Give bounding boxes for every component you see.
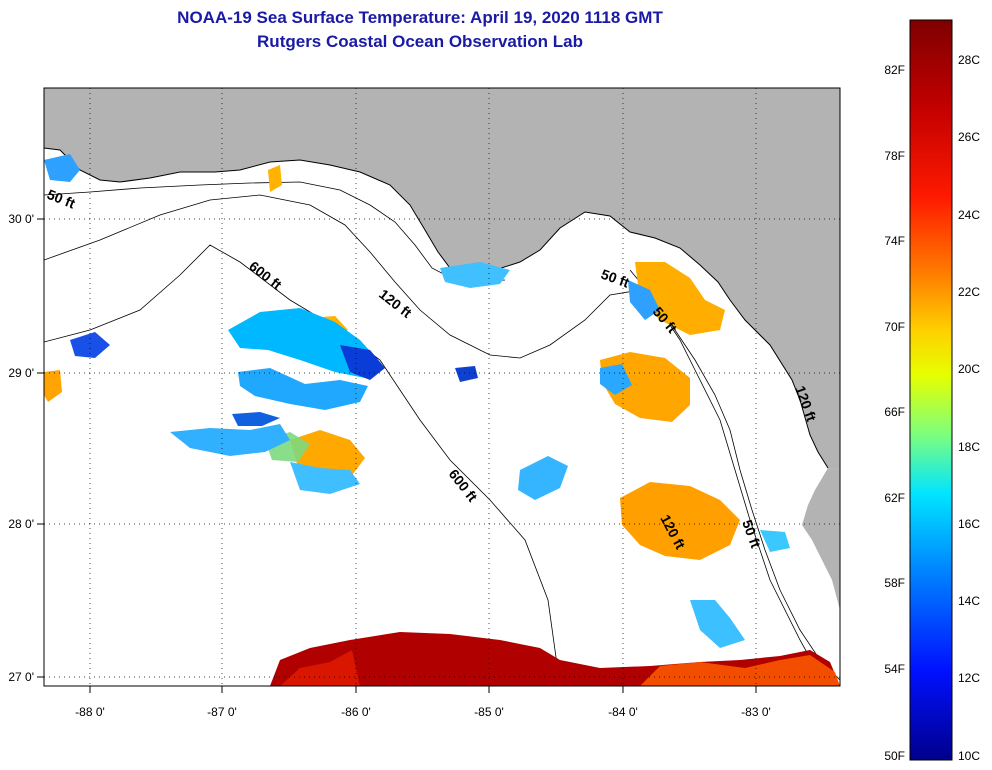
contour-600ft: [44, 244, 561, 686]
lon-label-85: -85 0': [474, 705, 504, 719]
cb-c-12: 12C: [958, 671, 980, 685]
sst-orange-patch-6: [44, 370, 62, 402]
cb-c-14: 14C: [958, 594, 980, 608]
cb-c-10: 10C: [958, 749, 980, 763]
lon-label-87: -87 0': [207, 705, 237, 719]
sst-orange-patch-7: [268, 165, 282, 192]
axis-ticks: [37, 218, 757, 693]
lat-label-27: 27 0': [8, 670, 34, 684]
land-peninsula: [802, 468, 840, 610]
lat-label-29: 29 0': [8, 366, 34, 380]
colorbar: [909, 19, 953, 761]
sst-blue-2: [232, 412, 280, 426]
sst-cyan-4: [290, 462, 360, 494]
contour-50ft-east: [629, 269, 840, 681]
sst-cyan-3: [170, 424, 290, 456]
sst-orange-patch-1: [620, 482, 740, 560]
cb-c-24: 24C: [958, 208, 980, 222]
land-north: [44, 88, 840, 470]
sst-cyan-2: [238, 368, 368, 410]
lon-label-83: -83 0': [741, 705, 771, 719]
title-line-2: Rutgers Coastal Ocean Observation Lab: [257, 32, 583, 51]
cb-c-20: 20C: [958, 362, 980, 376]
cb-f-82: 82F: [884, 63, 905, 77]
cb-f-62: 62F: [884, 491, 905, 505]
longitude-labels: -88 0' -87 0' -86 0' -85 0' -84 0' -83 0…: [75, 705, 771, 719]
sst-cyan-7: [440, 262, 510, 288]
cb-f-54: 54F: [884, 662, 905, 676]
cb-f-50: 50F: [884, 749, 905, 763]
cb-c-26: 26C: [958, 130, 980, 144]
lon-label-88: -88 0': [75, 705, 105, 719]
lat-label-30: 30 0': [8, 212, 34, 226]
sst-cyan-8: [628, 280, 660, 320]
cb-c-28: 28C: [958, 53, 980, 67]
sst-blue-1: [340, 345, 385, 380]
sst-blue-4: [455, 366, 478, 382]
lat-label-28: 28 0': [8, 517, 34, 531]
cb-f-78: 78F: [884, 149, 905, 163]
cb-c-16: 16C: [958, 517, 980, 531]
cb-f-66: 66F: [884, 405, 905, 419]
cb-c-18: 18C: [958, 440, 980, 454]
sst-cyan-10: [44, 154, 80, 182]
sst-orange-patch-3: [635, 262, 725, 335]
colorbar-celsius-labels: 28C 26C 24C 22C 20C 18C 16C 14C 12C 10C: [958, 53, 980, 763]
cb-f-58: 58F: [884, 576, 905, 590]
sst-orange-band: [640, 655, 840, 686]
colorbar-fahrenheit-labels: 82F 78F 74F 70F 66F 62F 58F 54F 50F: [884, 63, 905, 763]
sst-blue-3: [70, 332, 110, 358]
lon-label-86: -86 0': [341, 705, 371, 719]
cb-f-74: 74F: [884, 234, 905, 248]
sst-cyan-5: [600, 364, 632, 395]
cb-f-70: 70F: [884, 320, 905, 334]
sst-cyan-1: [228, 308, 378, 378]
cb-c-22: 22C: [958, 285, 980, 299]
sst-cyan-6: [518, 456, 568, 500]
lon-label-84: -84 0': [608, 705, 638, 719]
contour-120ft: [44, 194, 821, 677]
sst-cyan-11: [760, 530, 790, 552]
contour-labels: 50 ft 600 ft 120 ft 600 ft 50 ft 120 ft …: [45, 186, 820, 552]
latitude-labels: 30 0' 29 0' 28 0' 27 0': [8, 212, 34, 684]
title-line-1: NOAA-19 Sea Surface Temperature: April 1…: [177, 8, 663, 27]
map-frame: [43, 87, 841, 687]
sst-cyan-9: [690, 600, 745, 648]
